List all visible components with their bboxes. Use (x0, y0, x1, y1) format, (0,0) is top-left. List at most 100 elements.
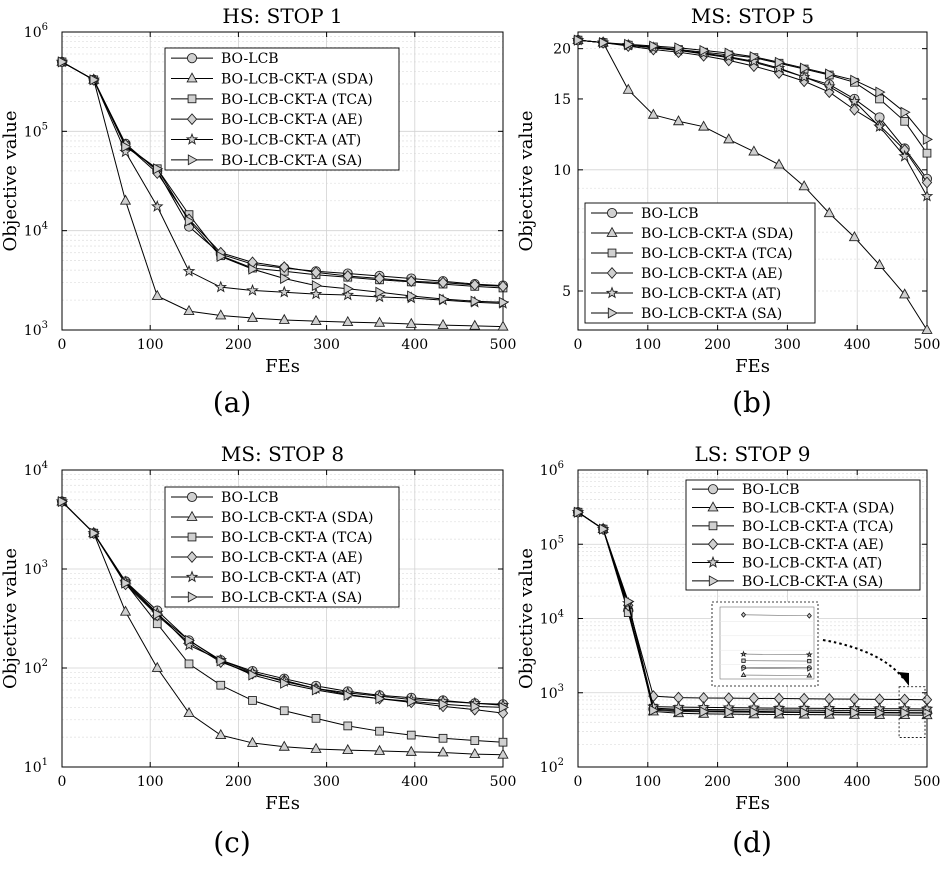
y-tick-label: 102 (540, 757, 564, 776)
x-tick-label: 0 (58, 774, 67, 790)
legend-label: BO-LCB (221, 51, 279, 67)
data-point (724, 706, 735, 718)
x-tick-label: 400 (844, 337, 871, 353)
legend-item: BO-LCB-CKT-A (AE) (692, 537, 884, 553)
data-point (405, 317, 417, 328)
data-point (774, 706, 786, 718)
data-point (214, 280, 228, 293)
data-point (405, 745, 417, 756)
data-point (497, 320, 509, 331)
data-point (89, 74, 100, 86)
data-point (497, 280, 509, 293)
x-tick-label: 100 (137, 774, 164, 790)
inset-data-point (805, 651, 813, 658)
data-point (873, 258, 886, 269)
data-point (674, 705, 685, 718)
legend-item: BO-LCB-CKT-A (AT) (591, 286, 781, 302)
data-point (749, 51, 760, 63)
series-bo-lcb-ckt-a-sa (57, 495, 509, 713)
data-point (672, 115, 685, 126)
legend-item: BO-LCB-CKT-A (TCA) (591, 246, 793, 262)
data-point (248, 669, 259, 681)
data-point (278, 313, 290, 324)
panel-caption: (c) (213, 826, 251, 859)
data-point (438, 698, 450, 710)
x-tick-label: 200 (704, 774, 731, 790)
series-bo-lcb-ckt-a-sda (572, 33, 933, 334)
inset-series-line (743, 614, 810, 617)
legend-label: BO-LCB-CKT-A (AE) (221, 550, 363, 566)
legend-item: BO-LCB-CKT-A (TCA) (692, 519, 894, 535)
y-axis-label: Objective value (0, 548, 21, 689)
legend-label: BO-LCB-CKT-A (SDA) (641, 226, 793, 242)
panel-caption: (d) (732, 826, 772, 859)
data-point (773, 158, 785, 169)
y-tick-label: 104 (24, 221, 48, 240)
data-point (823, 207, 835, 218)
legend: BO-LCB BO-LCB-CKT-A (SDA) BO-LCB-CKT-A (TC… (584, 202, 816, 324)
data-point (823, 79, 836, 92)
legend-item: BO-LCB-CKT-A (SA) (692, 574, 883, 590)
legend-item: BO-LCB-CKT-A (SA) (171, 590, 362, 606)
legend-label: BO-LCB-CKT-A (SDA) (221, 72, 373, 88)
y-axis-label: Objective value (0, 110, 21, 251)
legend-label: BO-LCB-CKT-A (TCA) (641, 246, 793, 262)
data-point (279, 261, 290, 274)
data-point (343, 689, 354, 701)
legend-marker (706, 555, 720, 568)
legend-marker (707, 501, 719, 512)
legend-item: BO-LCB (171, 51, 279, 67)
data-point (215, 728, 227, 740)
data-point (798, 180, 810, 191)
legend-label: BO-LCB-CKT-A (AT) (641, 286, 781, 302)
legend-marker (607, 307, 618, 319)
inset-frame (711, 601, 819, 687)
data-point (279, 706, 289, 716)
x-tick-label: 300 (774, 337, 801, 353)
legend-box (584, 202, 816, 324)
legend-marker (187, 94, 197, 104)
data-point (184, 215, 195, 227)
series-bo-lcb-ckt-a-sa (573, 506, 933, 719)
data-point (498, 737, 508, 747)
data-point (248, 696, 257, 705)
data-point (749, 706, 760, 718)
legend-label: BO-LCB-CKT-A (AT) (221, 133, 361, 149)
inset-data-point (806, 672, 813, 678)
x-tick-label: 500 (490, 774, 517, 790)
x-tick-label: 100 (634, 337, 661, 353)
data-point (649, 704, 660, 716)
legend-label: BO-LCB-CKT-A (AT) (742, 556, 882, 572)
legend-label: BO-LCB (641, 206, 699, 222)
y-tick-label: 106 (540, 460, 564, 479)
legend-item: BO-LCB-CKT-A (AT) (171, 133, 361, 149)
y-tick-label: 102 (24, 658, 48, 677)
inset-data-point (740, 650, 747, 658)
data-point (774, 56, 786, 68)
chart-title: LS: STOP 9 (694, 442, 810, 466)
legend-item: BO-LCB (171, 490, 279, 506)
data-point (280, 272, 291, 285)
x-tick-label: 500 (490, 337, 517, 353)
y-axis-label: Objective value (516, 110, 537, 251)
data-point (920, 189, 934, 202)
x-tick-label: 400 (401, 774, 428, 790)
data-point (373, 316, 386, 327)
x-tick-label: 200 (225, 774, 252, 790)
data-point (624, 38, 635, 50)
data-point (374, 272, 385, 285)
data-point (375, 726, 384, 736)
data-point (469, 747, 481, 758)
data-point (343, 721, 353, 731)
data-point (184, 634, 195, 646)
data-point (57, 495, 68, 508)
data-point (246, 283, 259, 296)
legend-label: BO-LCB-CKT-A (SA) (742, 574, 883, 590)
data-point (922, 133, 933, 146)
legend-item: BO-LCB-CKT-A (AT) (692, 556, 882, 572)
data-point (825, 68, 836, 80)
data-point (875, 86, 886, 98)
legend-item: BO-LCB-CKT-A (TCA) (171, 92, 373, 108)
data-point (647, 108, 659, 119)
inset-data-point (740, 611, 747, 618)
